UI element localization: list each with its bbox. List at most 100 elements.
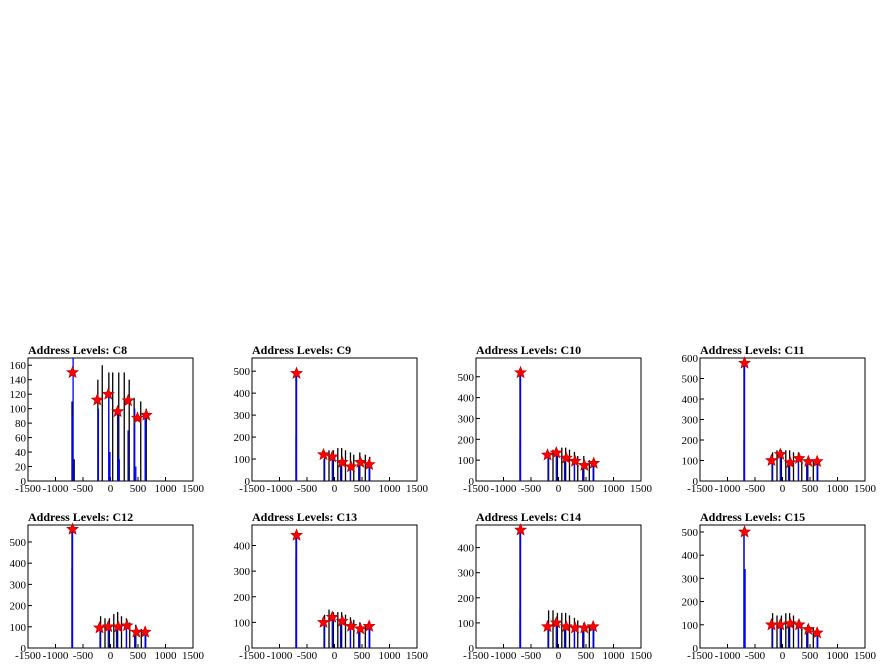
y-tick-label: 100 xyxy=(458,455,475,467)
x-tick-label: -1500 xyxy=(687,483,713,495)
x-tick-label: 1500 xyxy=(182,483,205,495)
peak-marker xyxy=(121,393,135,407)
peak-marker xyxy=(325,450,339,463)
peak-markers xyxy=(738,356,824,469)
y-tick-label: 300 xyxy=(682,415,699,427)
peak-marker xyxy=(353,621,367,635)
peak-marker xyxy=(362,457,376,471)
x-tick-label: -1000 xyxy=(267,650,293,662)
panel-title: Address Levels: C11 xyxy=(700,343,804,357)
x-tick-label: 500 xyxy=(802,650,819,662)
y-tick-label: 500 xyxy=(10,537,27,549)
x-tick-label: 1500 xyxy=(406,483,429,495)
peak-marker xyxy=(362,619,376,632)
y-tick-label: 500 xyxy=(234,366,251,378)
y-tick-label: 60 xyxy=(15,433,27,445)
y-tick-label: 400 xyxy=(682,550,699,562)
panel-title: Address Levels: C15 xyxy=(700,510,805,524)
peak-markers xyxy=(290,366,376,473)
x-tick-label: -500 xyxy=(521,483,542,495)
plot-frame xyxy=(475,357,642,482)
y-tick-label: 0 xyxy=(21,476,27,488)
x-tick-label: -1500 xyxy=(15,650,41,662)
x-tick-label: -1500 xyxy=(239,650,265,662)
plot-frame xyxy=(251,524,418,649)
peak-marker xyxy=(587,456,601,469)
panel-title: Address Levels: C9 xyxy=(252,343,351,357)
x-tick-label: 500 xyxy=(354,650,371,662)
x-tick-label: -1000 xyxy=(715,650,741,662)
y-tick-label: 100 xyxy=(10,404,27,416)
x-tick-label: -1500 xyxy=(687,650,713,662)
x-tick-label: -1000 xyxy=(43,483,69,495)
peak-marker xyxy=(549,616,563,629)
panel-4: Address Levels: C12 0 100 200 300 400 500 -1500… xyxy=(10,510,205,662)
peak-marker xyxy=(353,455,367,468)
panel-0: Address Levels: C8 0 20 40 60 80 100 120 140 160 -… xyxy=(10,343,205,495)
plot-frame xyxy=(251,357,418,482)
x-tick-label: 1000 xyxy=(379,650,402,662)
peak-marker xyxy=(317,447,330,461)
y-tick-label: 100 xyxy=(234,454,251,466)
y-tick-label: 300 xyxy=(682,573,699,585)
panel-title: Address Levels: C12 xyxy=(28,510,133,524)
peak-marker xyxy=(586,619,600,633)
x-tick-label: 1500 xyxy=(854,483,877,495)
y-tick-label: 400 xyxy=(234,541,251,553)
x-tick-label: 500 xyxy=(802,483,819,495)
x-tick-label: -1500 xyxy=(15,483,41,495)
y-tick-label: 0 xyxy=(693,476,699,488)
y-tick-label: 100 xyxy=(234,617,251,629)
peak-marker xyxy=(541,619,554,633)
y-tick-label: 500 xyxy=(682,527,699,539)
y-tick-label: 200 xyxy=(234,592,251,604)
y-tick-label: 400 xyxy=(458,393,475,405)
plot-frame xyxy=(699,357,866,482)
peak-marker xyxy=(577,458,591,471)
peak-marker xyxy=(773,447,787,460)
peak-marker xyxy=(783,616,797,630)
peak-marker xyxy=(66,522,80,535)
peak-marker xyxy=(810,454,824,468)
peak-marker xyxy=(344,619,358,632)
panel-3: Address Levels: C11 0 100 200 300 400 500 600 -1… xyxy=(682,343,877,495)
peak-marker xyxy=(568,454,582,467)
x-tick-label: 1500 xyxy=(406,650,429,662)
x-tick-label: 0 xyxy=(780,650,786,662)
x-tick-label: -1000 xyxy=(491,483,517,495)
y-tick-label: 400 xyxy=(234,388,251,400)
panel-1: Address Levels: C90100200300400500-1500-… xyxy=(234,343,429,495)
panel-6: Address Levels: C14 0 100 200 300 400 -1500 -10… xyxy=(458,510,653,662)
panel-title: Address Levels: C8 xyxy=(28,343,127,357)
y-tick-label: 200 xyxy=(234,432,251,444)
peak-marker xyxy=(783,455,797,469)
peak-markers xyxy=(738,525,824,639)
y-tick-label: 100 xyxy=(458,618,475,630)
x-tick-label: 1000 xyxy=(379,483,402,495)
y-tick-label: 300 xyxy=(234,410,251,422)
y-tick-label: 200 xyxy=(682,597,699,609)
peak-marker xyxy=(792,451,806,464)
x-tick-label: 500 xyxy=(578,483,595,495)
plot-frame xyxy=(475,524,642,649)
panel-title: Address Levels: C10 xyxy=(476,343,581,357)
panel-7: Address Levels: C15 0 100 200 300 400 500 -1500… xyxy=(682,510,877,662)
x-tick-label: -1500 xyxy=(463,483,489,495)
x-tick-label: -1500 xyxy=(239,483,265,495)
peak-marker xyxy=(138,625,152,638)
peak-marker xyxy=(801,622,815,635)
y-tick-label: 20 xyxy=(15,462,27,474)
x-tick-label: 500 xyxy=(354,483,371,495)
y-tick-label: 100 xyxy=(682,456,699,468)
series-1 xyxy=(71,358,146,481)
x-tick-label: 0 xyxy=(108,483,114,495)
x-tick-label: -1000 xyxy=(267,483,293,495)
y-tick-label: 140 xyxy=(10,375,27,387)
y-tick-label: 400 xyxy=(682,394,699,406)
y-tick-label: 0 xyxy=(469,476,475,488)
y-tick-label: 80 xyxy=(15,418,27,430)
series-1 xyxy=(743,531,818,648)
y-tick-label: 200 xyxy=(10,601,27,613)
x-tick-label: -1500 xyxy=(463,650,489,662)
peak-markers xyxy=(290,528,376,635)
